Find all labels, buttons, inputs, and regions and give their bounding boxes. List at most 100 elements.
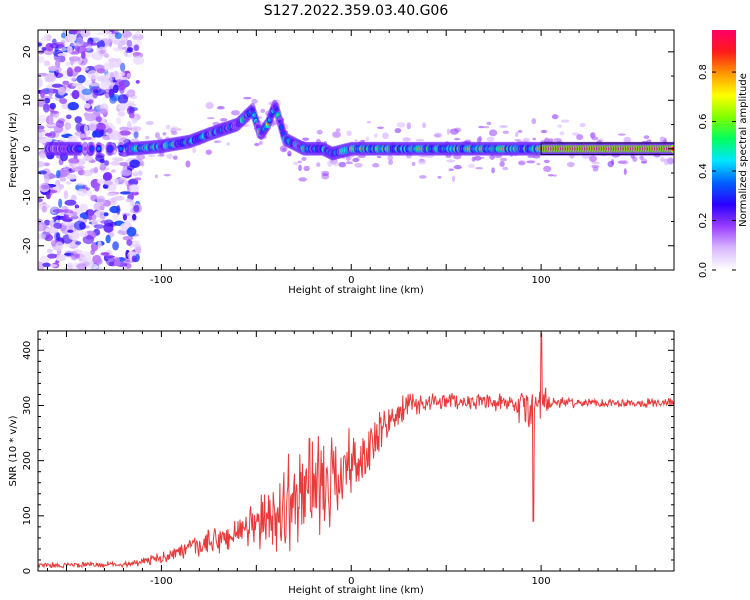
heatmap-cell (81, 88, 93, 96)
heatmap-cell (117, 103, 129, 111)
heatmap-cell (486, 121, 492, 126)
heatmap-cell (106, 193, 117, 197)
heatmap-cell (417, 159, 427, 165)
heatmap-cell (47, 227, 59, 234)
heatmap-cell (298, 164, 302, 171)
heatmap-cell (484, 126, 490, 129)
heatmap-cell (119, 130, 131, 136)
heatmap-cell (446, 159, 456, 163)
heatmap-cell (129, 184, 140, 193)
heatmap-cell (543, 159, 550, 163)
heatmap-cell (666, 157, 674, 164)
heatmap-cell (52, 209, 64, 213)
heatmap-cell (108, 57, 118, 63)
colorbar-tick-label: 0.8 (698, 64, 709, 80)
heatmap-cell (120, 168, 132, 177)
heatmap-cell (454, 137, 461, 141)
heatmap-cell (327, 160, 333, 167)
heatmap-cell (72, 211, 78, 218)
heatmap-cell (579, 122, 586, 128)
heatmap-cell (132, 56, 145, 65)
heatmap-cell (214, 140, 222, 143)
colorbar-tick-label: 0.0 (698, 262, 709, 278)
heatmap-cell (377, 126, 384, 130)
heatmap-cell (92, 130, 97, 138)
heatmap-cell (73, 220, 86, 231)
heatmap-cell (64, 199, 77, 206)
heatmap-cell (479, 156, 485, 160)
heatmap-cell (547, 174, 554, 177)
snr-frame (37, 330, 675, 572)
heatmap-cell (53, 125, 64, 134)
colorbar-label: Normalized spectral amplitude (738, 73, 749, 227)
heatmap-cell (38, 42, 43, 47)
heatmap-cell (100, 84, 109, 90)
heatmap-cell (621, 160, 629, 165)
heatmap-cell (64, 122, 72, 131)
heatmap-cell (354, 162, 363, 168)
heatmap-cell (165, 124, 171, 130)
heatmap-cell (643, 135, 650, 140)
heatmap-cell (382, 132, 389, 140)
heatmap-cell (66, 114, 72, 120)
heatmap-cell (62, 209, 73, 213)
heatmap-cell (536, 162, 541, 166)
heatmap-cell (352, 157, 359, 163)
heatmap-cell (63, 190, 69, 200)
heatmap-cell (67, 33, 77, 43)
heatmap-cell (74, 204, 80, 209)
heatmap-cell (90, 194, 98, 202)
heatmap-cell (100, 220, 109, 224)
heatmap-cell (437, 175, 442, 179)
heatmap-cell (55, 170, 61, 179)
heatmap-cell (38, 261, 45, 270)
heatmap-cell (557, 124, 563, 128)
heatmap-cell (62, 165, 71, 170)
heatmap-cell (297, 160, 302, 164)
snr-y-axis-label: SNR (10 * v/v) (8, 415, 19, 486)
heatmap-cell (114, 32, 122, 40)
heatmap-cell (216, 105, 225, 110)
heatmap-cell (38, 224, 44, 232)
heatmap-cell (491, 167, 495, 174)
heatmap-cell (446, 128, 451, 135)
heatmap-cell (92, 254, 102, 264)
heatmap-cell (543, 165, 552, 172)
heatmap-cell (592, 166, 599, 172)
heatmap-cell (133, 44, 140, 52)
heatmap-cell (68, 230, 80, 241)
heatmap-cell (499, 157, 508, 162)
heatmap-cell (44, 233, 54, 242)
heatmap-cell (499, 125, 508, 128)
snr-y-tick-label: 100 (22, 506, 33, 525)
heatmap-cell (415, 138, 425, 142)
heatmap-cell (95, 154, 105, 162)
heatmap-cell (119, 176, 126, 180)
heatmap-cell (103, 53, 110, 58)
heatmap-cell (38, 197, 43, 203)
heatmap-cell (279, 145, 288, 153)
heatmap-cell (128, 112, 135, 119)
heatmap-cell (59, 176, 67, 182)
heatmap-cell (41, 47, 47, 52)
heatmap-cell (131, 213, 137, 221)
heatmap-cell (83, 79, 93, 86)
heatmap-cell (301, 156, 307, 161)
heatmap-cell (517, 129, 523, 133)
heatmap-cell (105, 234, 111, 244)
heatmap-cell (78, 146, 82, 151)
heatmap-cell (486, 136, 495, 142)
heatmap-cell (101, 30, 110, 33)
heatmap-cell (53, 222, 63, 230)
heatmap-cell (73, 131, 81, 138)
figure-title: S127.2022.359.03.40.G06 (264, 3, 449, 19)
heatmap-cell (65, 181, 72, 185)
heatmap-cell (88, 123, 97, 132)
spectrogram-y-tick-label: 0 (22, 146, 33, 152)
heatmap-cell (74, 116, 82, 124)
heatmap-cell (126, 102, 137, 107)
heatmap-cell (62, 80, 70, 85)
snr-y-tick-label: 0 (22, 568, 33, 574)
spectrogram-y-tick-label: 10 (22, 94, 33, 107)
